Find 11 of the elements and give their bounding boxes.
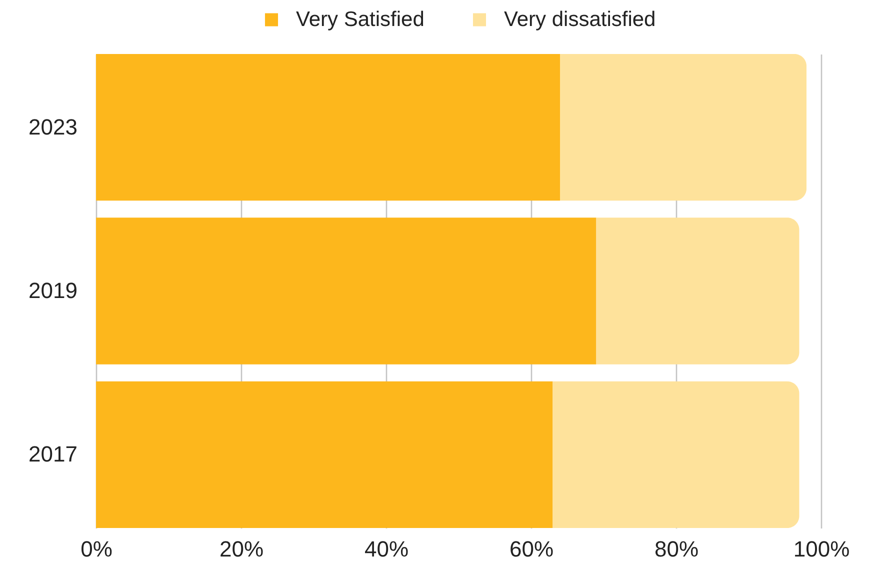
x-tick-label: 0%	[80, 536, 112, 562]
x-tick-label: 100%	[793, 536, 850, 562]
y-tick-label: 2019	[28, 278, 78, 303]
x-tick-label: 80%	[654, 536, 699, 562]
x-tick-label: 60%	[509, 536, 554, 562]
legend-label: Very Satisfied	[296, 8, 424, 31]
y-tick-label: 2017	[28, 442, 78, 467]
legend-label: Very dissatisfied	[504, 8, 656, 31]
x-tick-label: 40%	[364, 536, 409, 562]
x-tick-label: 20%	[219, 536, 264, 562]
y-tick-label: 2023	[28, 114, 78, 140]
